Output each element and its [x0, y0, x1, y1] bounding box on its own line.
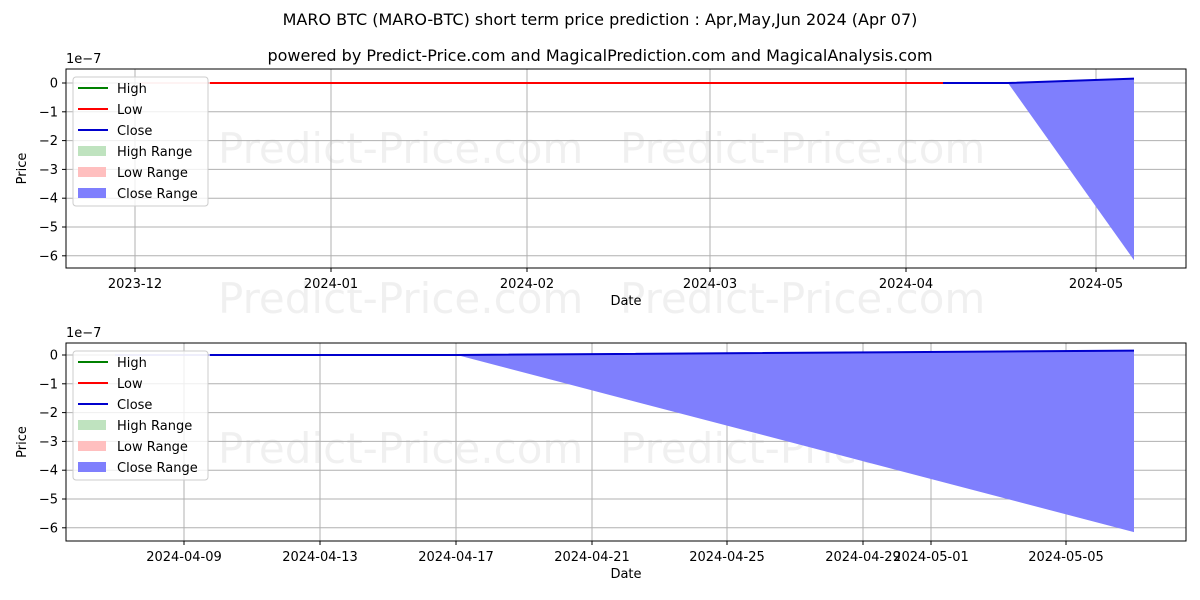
legend-low-range: Low Range [78, 166, 188, 181]
legend-high-range: High Range [78, 419, 192, 434]
x-tick-label: 2023-12 [108, 277, 162, 292]
y-tick-label: −1 [39, 105, 58, 120]
x-tick-label: 2024-04-09 [146, 550, 222, 565]
x-tick-label: 2024-03 [683, 277, 737, 292]
plot-frame [65, 68, 1187, 269]
x-tick-label: 2024-04-25 [689, 550, 765, 565]
chart-title: MARO BTC (MARO-BTC) short term price pre… [282, 10, 918, 29]
y-scale-label: 1e−7 [66, 326, 101, 341]
y-scale-label: 1e−7 [66, 52, 101, 67]
y-tick-label: −5 [39, 221, 58, 236]
svg-text:Close: Close [117, 124, 152, 139]
svg-text:Close Range: Close Range [117, 187, 198, 202]
legend-close-range: Close Range [78, 461, 198, 476]
legend: High Low Close High Range Low Range Close Ran… [72, 76, 209, 207]
y-tick-label: −6 [39, 249, 58, 264]
y-tick-label: 0 [50, 349, 58, 364]
legend-close: Close [78, 398, 152, 413]
legend-close-range: Close Range [78, 187, 198, 202]
top-chart: Predict-Price.com Predict-Price.com Predic… [15, 52, 1187, 323]
svg-text:Low Range: Low Range [117, 440, 188, 455]
legend-high-range: High Range [78, 145, 192, 160]
y-tick-label: −2 [39, 134, 58, 149]
close-range-area [457, 350, 1134, 533]
x-tick-label: 2024-04 [879, 277, 933, 292]
watermark-text: Predict-Price.com [218, 274, 583, 323]
watermark-text: Predict-Price.com [620, 124, 985, 173]
x-tick-label: 2024-05-05 [1028, 550, 1104, 565]
svg-text:High: High [117, 356, 147, 371]
y-tick-label: −5 [39, 493, 58, 508]
legend: High Low Close High Range Low Range Close Ran… [72, 350, 209, 481]
x-tick-label: 2024-01 [304, 277, 358, 292]
svg-text:Low: Low [117, 103, 143, 118]
x-tick-label: 2024-02 [500, 277, 554, 292]
x-axis-label: Date [610, 567, 641, 582]
legend-low-range: Low Range [78, 440, 188, 455]
x-axis-label: Date [610, 294, 641, 309]
y-axis-label: Price [15, 426, 30, 458]
y-tick-label: −4 [39, 192, 58, 207]
x-tick-label: 2024-04-29 [825, 550, 901, 565]
x-tick-label: 2024-04-13 [282, 550, 358, 565]
close-range-area [1008, 78, 1134, 261]
svg-text:Low: Low [117, 377, 143, 392]
watermark-text: Predict-Price.com [218, 424, 583, 473]
y-axis-label: Price [15, 153, 30, 185]
y-tick-label: −6 [39, 521, 58, 536]
legend-low: Low [78, 377, 143, 392]
plot-frame [65, 342, 1187, 542]
svg-text:High Range: High Range [117, 145, 192, 160]
watermark-text: Predict-Price.com [218, 124, 583, 173]
bottom-chart: Predict-Price.com Predict-Price.com0−1−2−… [15, 326, 1187, 582]
legend-close: Close [78, 124, 152, 139]
watermark-text: Predict-Price.com [620, 274, 985, 323]
chart-subtitle: powered by Predict-Price.com and Magical… [267, 46, 933, 65]
legend-low: Low [78, 103, 143, 118]
x-tick-label: 2024-04-17 [418, 550, 494, 565]
y-tick-label: −3 [39, 163, 58, 178]
svg-text:High: High [117, 82, 147, 97]
y-tick-label: 0 [50, 77, 58, 92]
svg-text:Low Range: Low Range [117, 166, 188, 181]
svg-text:High Range: High Range [117, 419, 192, 434]
x-tick-label: 2024-04-21 [554, 550, 630, 565]
legend-high: High [78, 356, 147, 371]
y-tick-label: −4 [39, 464, 58, 479]
x-tick-label: 2024-05-01 [893, 550, 969, 565]
svg-text:Close Range: Close Range [117, 461, 198, 476]
y-tick-label: −1 [39, 377, 58, 392]
svg-text:Close: Close [117, 398, 152, 413]
y-tick-label: −3 [39, 435, 58, 450]
close-line [210, 349, 1135, 356]
legend-high: High [78, 82, 147, 97]
close-line [943, 77, 1135, 84]
grid [66, 69, 1186, 268]
y-tick-label: −2 [39, 406, 58, 421]
x-tick-label: 2024-05 [1069, 277, 1123, 292]
